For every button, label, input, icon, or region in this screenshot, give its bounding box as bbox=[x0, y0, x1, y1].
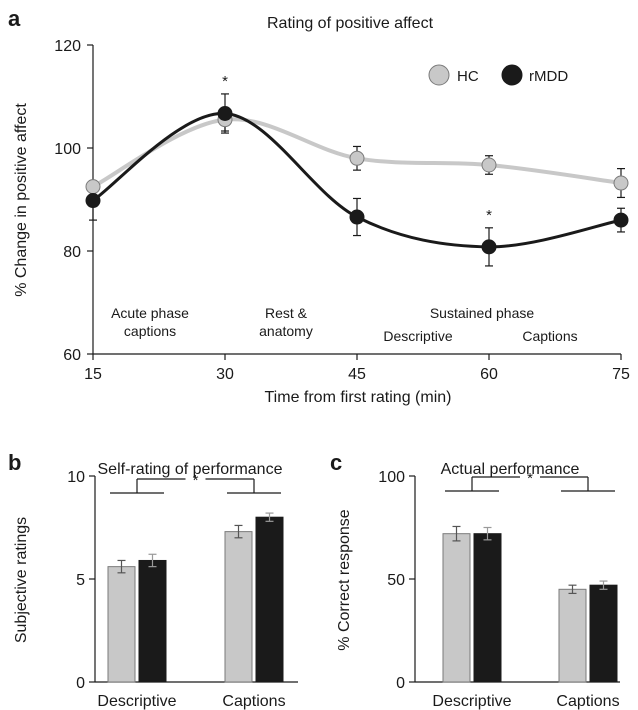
y-tick-label: 5 bbox=[76, 572, 85, 589]
annotation-captions: Captions bbox=[522, 328, 577, 344]
y-tick-label: 100 bbox=[378, 469, 405, 486]
data-point-hc bbox=[349, 150, 365, 166]
bar-rmdd bbox=[255, 516, 284, 683]
x-tick-label: Captions bbox=[222, 693, 285, 710]
panel-c-marks: 0 50 100 Descriptive Captions * bbox=[378, 469, 619, 710]
annotation-acute-phase: Acute phase bbox=[111, 305, 189, 321]
legend-marker-rmdd bbox=[501, 64, 523, 86]
bar-hc bbox=[558, 588, 587, 683]
y-tick-label: 60 bbox=[63, 347, 81, 364]
annotation-descriptive: Descriptive bbox=[383, 328, 452, 344]
legend: HC rMDD bbox=[428, 64, 568, 86]
bar-rmdd bbox=[473, 533, 502, 683]
data-point-rmdd bbox=[85, 193, 101, 209]
data-point-hc bbox=[613, 175, 629, 191]
data-point-rmdd bbox=[217, 105, 233, 121]
x-tick-label: 45 bbox=[348, 366, 366, 383]
panel-a-y-label: % Change in positive affect bbox=[13, 103, 30, 297]
panel-b-letter: b bbox=[8, 450, 21, 475]
panel-b-marks: 0 5 10 Descriptive Captions * bbox=[67, 469, 285, 710]
significance-star: * bbox=[527, 470, 533, 487]
panel-c-y-label: % Correct response bbox=[336, 509, 353, 650]
panel-a-letter: a bbox=[8, 6, 21, 31]
annotation-sustained-phase: Sustained phase bbox=[430, 305, 535, 321]
y-tick-label: 80 bbox=[63, 244, 81, 261]
significance-star: * bbox=[193, 472, 199, 489]
panel-a-title: Rating of positive affect bbox=[267, 15, 434, 32]
significance-star: * bbox=[222, 73, 228, 90]
bar-hc bbox=[442, 533, 471, 683]
panel-a-ticks: 15 30 45 60 75 60 80 100 120 bbox=[54, 38, 630, 383]
panel-c: c Actual performance % Correct response … bbox=[330, 450, 620, 710]
x-tick-label: Descriptive bbox=[432, 693, 511, 710]
panel-a-marks: ** bbox=[85, 73, 629, 267]
legend-marker-hc bbox=[428, 64, 450, 86]
annotation-acute-captions: captions bbox=[124, 323, 176, 339]
data-point-hc bbox=[85, 179, 101, 195]
significance-star: * bbox=[486, 207, 492, 224]
annotation-anatomy: anatomy bbox=[259, 323, 313, 339]
x-tick-label: 60 bbox=[480, 366, 498, 383]
panel-a-x-label: Time from first rating (min) bbox=[265, 389, 452, 406]
annotation-rest: Rest & bbox=[265, 305, 308, 321]
panel-b-y-label: Subjective ratings bbox=[13, 517, 30, 643]
x-tick-label: 75 bbox=[612, 366, 630, 383]
bar-rmdd bbox=[138, 559, 167, 683]
y-tick-label: 0 bbox=[396, 675, 405, 692]
x-tick-label: 30 bbox=[216, 366, 234, 383]
x-tick-label: 15 bbox=[84, 366, 102, 383]
panel-c-letter: c bbox=[330, 450, 342, 475]
legend-label-hc: HC bbox=[457, 68, 479, 85]
bar-hc bbox=[107, 566, 136, 683]
panel-b: b Self-rating of performance Subjective … bbox=[8, 450, 298, 710]
data-point-rmdd bbox=[349, 209, 365, 225]
panel-b-title: Self-rating of performance bbox=[98, 461, 283, 478]
series-line-rmdd bbox=[92, 111, 622, 249]
bar-rmdd bbox=[589, 584, 618, 683]
data-point-rmdd bbox=[613, 212, 629, 228]
panel-c-title: Actual performance bbox=[441, 461, 580, 478]
y-tick-label: 50 bbox=[387, 572, 405, 589]
x-tick-label: Descriptive bbox=[97, 693, 176, 710]
y-tick-label: 0 bbox=[76, 675, 85, 692]
legend-label-rmdd: rMDD bbox=[529, 68, 568, 85]
y-tick-label: 100 bbox=[54, 141, 81, 158]
bar-hc bbox=[224, 531, 253, 683]
y-tick-label: 120 bbox=[54, 38, 81, 55]
data-point-hc bbox=[481, 157, 497, 173]
data-point-rmdd bbox=[481, 239, 497, 255]
panel-a: a Rating of positive affect 15 30 45 60 75 60… bbox=[8, 6, 630, 406]
y-tick-label: 10 bbox=[67, 469, 85, 486]
x-tick-label: Captions bbox=[556, 693, 619, 710]
